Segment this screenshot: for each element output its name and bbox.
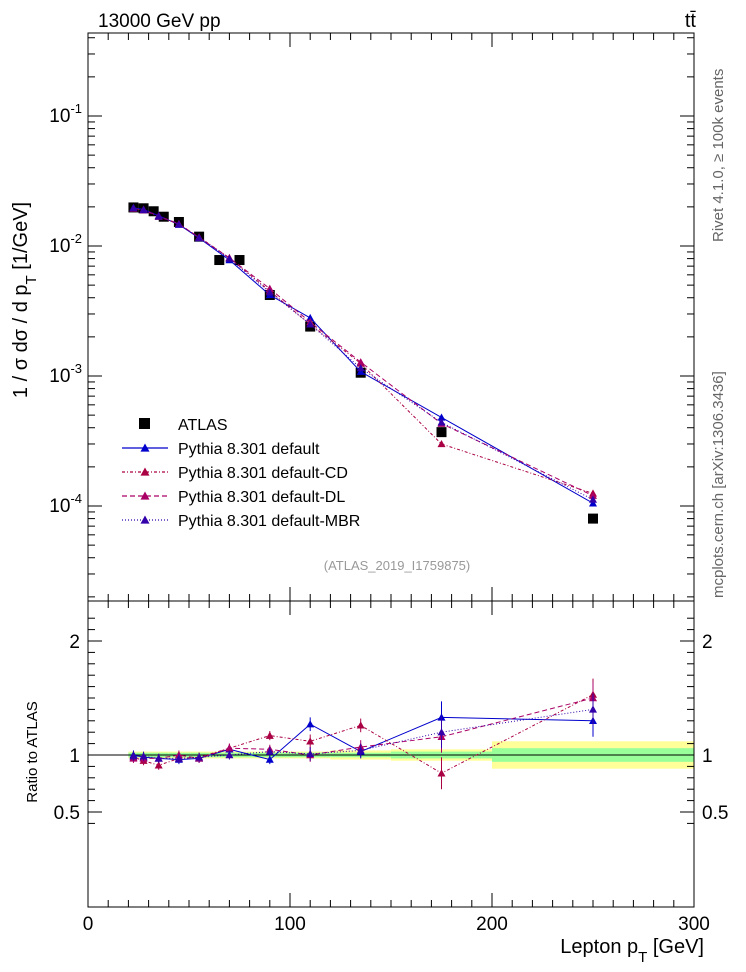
mc-data-point [306, 313, 315, 322]
ratio-data-point [154, 754, 163, 762]
mcplots-label: mcplots.cern.ch [arXiv:1306.3436] [710, 371, 727, 598]
ratio-data-point [589, 705, 597, 713]
atlas-data-point [234, 255, 245, 266]
ratio-data-point [174, 754, 183, 762]
ratio-data-point [225, 751, 234, 759]
mc-data-point [437, 418, 446, 426]
legend: ATLAS Pythia 8.301 default Pythia 8.301 de… [122, 417, 360, 530]
ratio-data-point [154, 761, 163, 769]
main-y-tick-label: 10-3 [49, 361, 82, 387]
mc-data-point [174, 220, 183, 228]
x-tick-label: 300 [678, 914, 710, 935]
atlas-data-point [214, 255, 225, 266]
mc-data-point [589, 499, 597, 507]
legend-item: Pythia 8.301 default-CD [122, 465, 348, 482]
mc-data-point [225, 254, 234, 262]
legend-item: Pythia 8.301 default-MBR [122, 513, 360, 530]
ratio-data-point [129, 752, 138, 760]
ratio-pythia-8-301-default-mbr [129, 693, 597, 763]
ratio-data-point [306, 749, 315, 758]
mc-data-point [589, 491, 597, 499]
mc-data-point [437, 439, 446, 448]
main-y-tick-label: 10-2 [49, 231, 82, 257]
mc-data-point [589, 495, 597, 503]
ratio-y-tick-label: 2 [69, 632, 80, 653]
ratio-y-tick-label: 0.5 [54, 803, 80, 824]
x-axis-label: Lepton pT [GeV] [560, 936, 704, 966]
atlas-data-point [588, 513, 598, 524]
process-label: tt̄ [685, 10, 697, 32]
ratio-data-point [356, 746, 365, 754]
atlas-data-point [148, 206, 159, 217]
legend-swatch-marker [140, 467, 150, 476]
main-axis-ticks: 10-4 10-3 10-2 10-1 [49, 33, 695, 601]
ratio-y-tick-label-right: 2 [702, 632, 713, 653]
mc-data-point [265, 288, 274, 296]
ratio-series-group [129, 678, 597, 790]
ratio-data-point [225, 744, 234, 752]
mc-data-point [154, 212, 163, 220]
mc-data-point [139, 206, 148, 214]
x-tick-label: 0 [83, 914, 94, 935]
legend-item: Pythia 8.301 default-DL [122, 489, 345, 506]
analysis-id-label: (ATLAS_2019_I1759875) [324, 558, 470, 573]
mc-data-point [195, 233, 204, 241]
ratio-data-point [306, 737, 315, 745]
series-pythia-8-301-default-mbr [129, 204, 597, 503]
ratio-y-tick-label-right: 1 [702, 746, 713, 767]
ratio-data-point [356, 721, 365, 729]
ratio-y-tick-label: 1 [69, 746, 80, 767]
legend-label: Pythia 8.301 default-MBR [178, 513, 360, 530]
x-tick-label: 200 [476, 914, 508, 935]
legend-swatch-marker [140, 515, 150, 524]
ratio-data-point [195, 753, 204, 761]
legend-label: Pythia 8.301 default-CD [178, 465, 348, 482]
ratio-pythia-8-301-default-cd [129, 678, 597, 790]
ratio-y-tick-label-right: 0.5 [702, 803, 728, 824]
main-y-tick-label: 10-1 [49, 101, 82, 127]
mc-data-point [306, 320, 315, 328]
ratio-data-point [306, 720, 315, 728]
ratio-panel: 0.5 0.5 1 1 2 2 0 100 200 300 Ratio to ATLAS Lept… [24, 600, 728, 966]
main-series-group [128, 202, 598, 524]
legend-label: Pythia 8.301 default [178, 441, 320, 458]
main-panel: 10-4 10-3 10-2 10-1 (ATLAS_2019_I1759875) A… [10, 32, 695, 602]
mc-data-point [356, 364, 365, 372]
ratio-data-point [139, 752, 148, 760]
rivet-version-label: Rivet 4.1.0, ≥ 100k events [710, 69, 727, 242]
atlas-data-point [158, 211, 169, 222]
mc-data-point [356, 358, 365, 366]
ratio-data-point [265, 731, 274, 739]
ratio-data-point [265, 755, 274, 763]
main-y-tick-label: 10-4 [49, 491, 82, 517]
main-y-axis-label: 1 / σ dσ / d pT [1/GeV] [10, 202, 40, 398]
legend-swatch [139, 418, 150, 429]
ratio-series-line [133, 694, 594, 774]
mc-data-point [437, 413, 446, 421]
energy-label: 13000 GeV pp [98, 11, 221, 32]
ratio-data-point [265, 747, 274, 755]
legend-label: Pythia 8.301 default-DL [178, 489, 345, 506]
ratio-axis-ticks: 0.5 0.5 1 1 2 2 0 100 200 300 [54, 601, 728, 935]
legend-swatch-marker [140, 443, 150, 452]
ratio-data-point [437, 728, 446, 736]
mc-data-point [129, 204, 138, 212]
x-tick-label: 100 [274, 914, 306, 935]
series-pythia-8-301-default [129, 203, 597, 507]
legend-label: ATLAS [178, 417, 228, 434]
atlas-data-point [436, 427, 447, 438]
mc-data-point [265, 284, 274, 292]
legend-item: Pythia 8.301 default [122, 441, 320, 458]
legend-swatch-marker [140, 491, 150, 500]
ratio-y-axis-label: Ratio to ATLAS [24, 701, 41, 802]
legend-item: ATLAS [139, 417, 228, 434]
mc-series-line [133, 207, 594, 504]
ratio-data-point [437, 769, 446, 777]
mc-series-line [133, 207, 594, 501]
